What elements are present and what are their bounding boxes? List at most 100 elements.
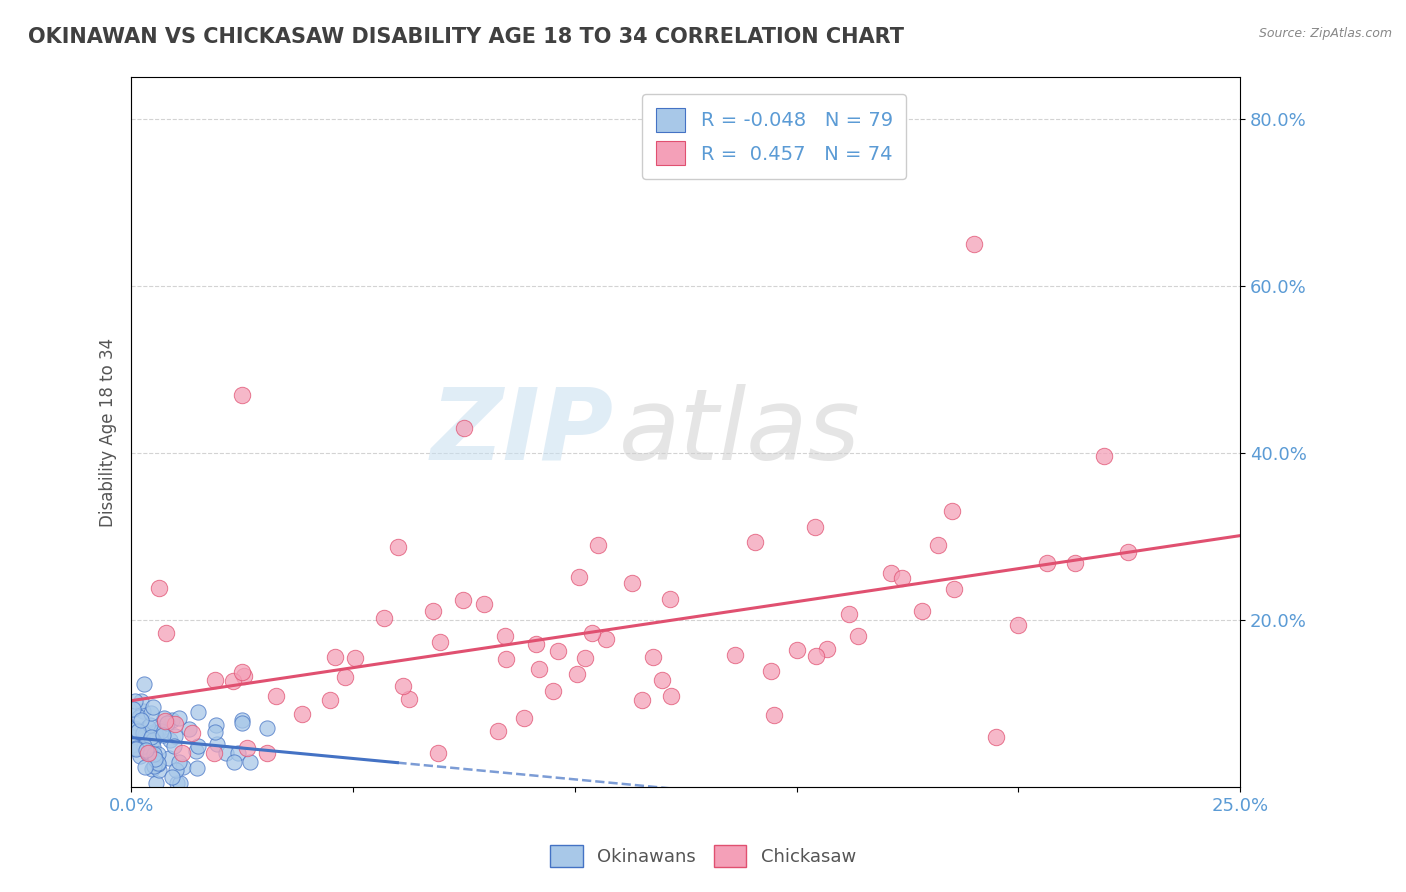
Text: atlas: atlas xyxy=(619,384,860,481)
Point xyxy=(486,723,509,738)
Point xyxy=(187,739,209,753)
Point xyxy=(143,752,166,766)
Point xyxy=(224,755,246,769)
Point xyxy=(984,730,1007,744)
Point xyxy=(1007,617,1029,632)
Point xyxy=(547,644,569,658)
Point xyxy=(763,708,786,723)
Point xyxy=(166,775,188,789)
Point xyxy=(159,733,181,747)
Point xyxy=(136,741,159,756)
Point xyxy=(184,744,207,758)
Point xyxy=(129,714,152,728)
Point xyxy=(142,747,165,761)
Point xyxy=(142,739,165,754)
Point xyxy=(155,625,177,640)
Point xyxy=(148,763,170,777)
Point xyxy=(146,757,169,772)
Point xyxy=(1036,556,1059,570)
Point xyxy=(160,713,183,727)
Point xyxy=(804,519,827,533)
Point xyxy=(848,629,870,643)
Point xyxy=(226,746,249,760)
Point xyxy=(373,611,395,625)
Point xyxy=(160,770,183,784)
Point xyxy=(941,504,963,518)
Point xyxy=(453,592,475,607)
Point xyxy=(172,747,194,761)
Point xyxy=(231,713,253,727)
Point xyxy=(231,665,253,679)
Point xyxy=(233,669,256,683)
Point xyxy=(880,566,903,580)
Point xyxy=(658,592,681,607)
Point xyxy=(343,651,366,665)
Point xyxy=(759,664,782,678)
Point xyxy=(586,538,609,552)
Point xyxy=(422,604,444,618)
Point xyxy=(132,704,155,718)
Point xyxy=(659,689,682,703)
Point xyxy=(132,726,155,740)
Point xyxy=(631,692,654,706)
Point xyxy=(181,726,204,740)
Point xyxy=(205,718,228,732)
Point xyxy=(157,750,180,764)
Point xyxy=(215,746,238,760)
Point xyxy=(256,721,278,735)
Point xyxy=(804,649,827,664)
Point xyxy=(121,730,143,744)
Point xyxy=(494,629,516,643)
Point xyxy=(136,742,159,756)
Point xyxy=(235,740,257,755)
Point xyxy=(134,728,156,742)
Point xyxy=(595,632,617,647)
Point xyxy=(187,705,209,719)
Point xyxy=(139,706,162,720)
Point xyxy=(427,747,450,761)
Point xyxy=(153,711,176,725)
Point xyxy=(256,747,278,761)
Point xyxy=(122,702,145,716)
Point xyxy=(205,737,228,751)
Point xyxy=(135,745,157,759)
Point xyxy=(136,747,159,761)
Point xyxy=(125,740,148,755)
Point xyxy=(565,667,588,681)
Point xyxy=(167,755,190,769)
Point xyxy=(943,582,966,596)
Point xyxy=(129,694,152,708)
Point xyxy=(142,748,165,763)
Point xyxy=(231,715,253,730)
Point xyxy=(963,237,986,252)
Point xyxy=(529,662,551,676)
Text: Source: ZipAtlas.com: Source: ZipAtlas.com xyxy=(1258,27,1392,40)
Point xyxy=(391,679,413,693)
Point xyxy=(786,643,808,657)
Point xyxy=(121,738,143,752)
Point xyxy=(1063,556,1085,570)
Point xyxy=(122,721,145,735)
Point xyxy=(204,724,226,739)
Point xyxy=(156,716,179,731)
Point xyxy=(429,635,451,649)
Point xyxy=(641,649,664,664)
Point xyxy=(239,755,262,769)
Point xyxy=(125,722,148,736)
Point xyxy=(143,758,166,772)
Point xyxy=(150,724,173,739)
Point xyxy=(127,723,149,738)
Point xyxy=(134,739,156,753)
Point xyxy=(153,714,176,728)
Point xyxy=(128,749,150,764)
Point xyxy=(122,702,145,716)
Point xyxy=(165,729,187,743)
Point xyxy=(620,576,643,591)
Point xyxy=(202,747,225,761)
Point xyxy=(838,607,860,621)
Text: OKINAWAN VS CHICKASAW DISABILITY AGE 18 TO 34 CORRELATION CHART: OKINAWAN VS CHICKASAW DISABILITY AGE 18 … xyxy=(28,27,904,46)
Point xyxy=(1116,544,1139,558)
Point xyxy=(152,728,174,742)
Point xyxy=(134,677,156,691)
Point xyxy=(145,775,167,789)
